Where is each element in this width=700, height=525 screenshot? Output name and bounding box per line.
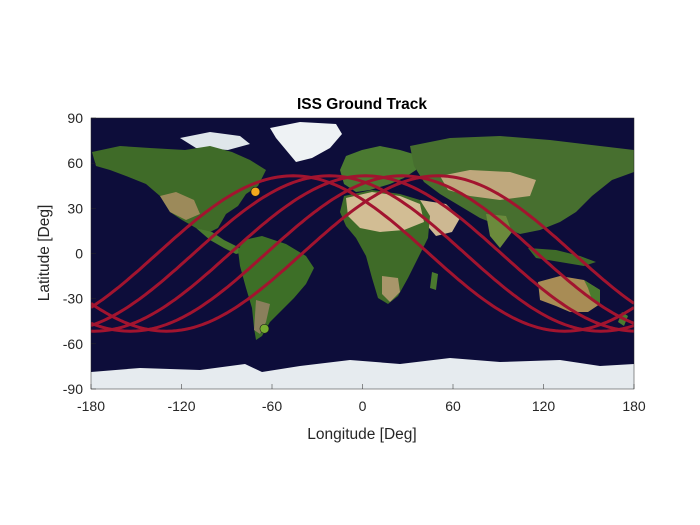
x-tick-label: -120 <box>167 398 195 414</box>
ground-track-series <box>91 174 634 333</box>
ground-track-series <box>91 174 634 333</box>
north-america-landmass <box>92 146 266 232</box>
y-tick-label: -60 <box>63 336 83 352</box>
y-tick-label: 0 <box>75 246 83 262</box>
y-tick-label: 90 <box>67 110 83 126</box>
x-tick-label: -180 <box>77 398 105 414</box>
arctic-islands <box>180 132 250 150</box>
x-tick-label: 180 <box>622 398 646 414</box>
y-tick-label: -30 <box>63 291 83 307</box>
greenland-landmass <box>270 122 342 162</box>
kalahari-desert <box>382 276 400 302</box>
track-markers <box>250 186 270 334</box>
x-tick-label: -60 <box>262 398 282 414</box>
y-axis: 90 60 30 0 -30 -60 -90 <box>63 110 96 397</box>
ground-track-lines <box>91 174 634 333</box>
southeast-asia-islands <box>528 248 596 266</box>
x-tick-label: 120 <box>532 398 556 414</box>
asia-desert <box>440 170 536 200</box>
chart-title: ISS Ground Track <box>297 96 427 113</box>
ground-track-series <box>91 174 634 333</box>
y-tick-label: 30 <box>67 200 83 216</box>
x-axis-label: Longitude [Deg] <box>307 426 416 443</box>
australia-landmass <box>538 276 600 312</box>
ground-track-series <box>91 174 634 333</box>
antarctica-landmass <box>91 358 634 389</box>
x-tick-label: 60 <box>445 398 461 414</box>
start-marker <box>250 186 261 197</box>
south-america-south <box>254 300 270 334</box>
australia-coast <box>584 280 600 304</box>
x-axis: -180 -120 -60 0 60 120 180 <box>77 384 646 414</box>
x-tick-label: 0 <box>359 398 367 414</box>
india-subcontinent <box>486 214 512 248</box>
north-america-desert <box>160 192 200 220</box>
ground-track-series <box>91 174 634 333</box>
plot-area <box>91 118 634 389</box>
y-tick-label: 60 <box>67 155 83 171</box>
y-axis-label: Latitude [Deg] <box>36 205 53 302</box>
central-america-landmass <box>196 228 244 254</box>
end-marker <box>259 323 270 334</box>
madagascar-landmass <box>430 272 438 290</box>
y-tick-label: -90 <box>63 381 83 397</box>
